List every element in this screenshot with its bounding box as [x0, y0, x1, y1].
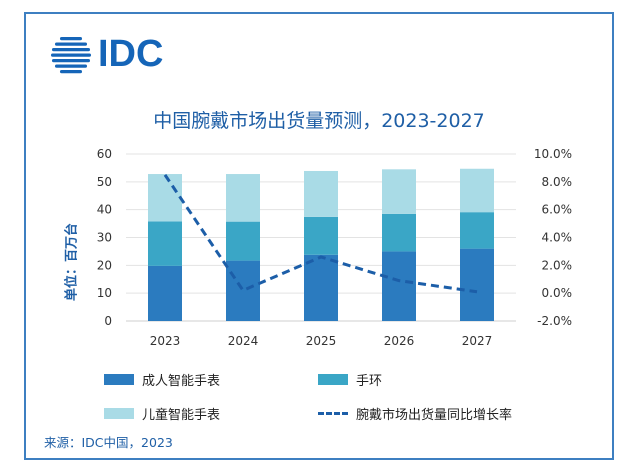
bar-segment [148, 265, 182, 321]
bar-segment [460, 248, 494, 321]
bar-segment [148, 221, 182, 266]
logo-text: IDC [98, 33, 164, 75]
chart-card: IDC 中国腕戴市场出货量预测，2023-2027 单位：百万台 0 10 20 30… [24, 12, 614, 460]
x-tick-label: 2023 [150, 334, 181, 348]
bar-segment [226, 260, 260, 321]
legend-item-adult: 成人智能手表 [104, 370, 220, 389]
y2-tick-label: 10.0% [534, 147, 572, 161]
idc-logo: IDC [50, 34, 163, 74]
y-tick-label: 0 [104, 314, 112, 328]
bar-segment [382, 213, 416, 252]
legend-swatch-kids [104, 408, 134, 419]
source-note: 来源：IDC中国，2023 [44, 435, 173, 450]
legend-item-kids: 儿童智能手表 [104, 404, 220, 423]
chart-plot: 0 10 20 30 40 50 60 -2.0% 0.0% 2.0% 4.0% 6.0% 8.0% 10… [97, 147, 573, 348]
bar-segment [226, 221, 260, 261]
globe-icon [51, 37, 91, 74]
legend-swatch-band [318, 374, 348, 385]
y-tick-label: 20 [97, 258, 112, 272]
x-tick-label: 2026 [384, 334, 415, 348]
y2-tick-label: -2.0% [537, 314, 572, 328]
legend-swatch-adult [104, 374, 134, 385]
y-tick-label: 10 [97, 286, 112, 300]
legend: 成人智能手表 手环 儿童智能手表 腕戴市场出货量同比增长率 [26, 364, 612, 424]
legend-label-kids: 儿童智能手表 [142, 408, 221, 423]
legend-label-adult: 成人智能手表 [142, 374, 221, 389]
x-tick-label: 2025 [306, 334, 337, 348]
y-tick-label: 50 [97, 175, 112, 189]
legend-swatch-growth [318, 412, 348, 415]
legend-label-growth: 腕戴市场出货量同比增长率 [356, 408, 513, 423]
y2-tick-label: 0.0% [542, 286, 573, 300]
y2-tick-label: 4.0% [542, 231, 573, 245]
legend-item-growth: 腕戴市场出货量同比增长率 [318, 404, 512, 423]
y2-tick-label: 8.0% [542, 175, 573, 189]
bar-segment [304, 254, 338, 321]
bar-segment [226, 174, 260, 222]
bar-segment [304, 216, 338, 255]
bar-segment [382, 251, 416, 321]
y-tick-label: 40 [97, 203, 112, 217]
bar-segment [304, 170, 338, 217]
x-tick-label: 2027 [462, 334, 493, 348]
growth-rate-line [163, 174, 478, 294]
chart-title: 中国腕戴市场出货量预测，2023-2027 [153, 110, 485, 132]
legend-label-band: 手环 [356, 374, 383, 389]
bar-segment [382, 169, 416, 214]
y-tick-label: 60 [97, 147, 112, 161]
bar-segment [148, 174, 182, 222]
bar-segment [460, 212, 494, 249]
y2-tick-label: 6.0% [542, 203, 573, 217]
legend-item-band: 手环 [318, 370, 382, 389]
bar-segment [460, 168, 494, 213]
x-tick-label: 2024 [228, 334, 259, 348]
y2-tick-label: 2.0% [542, 258, 573, 272]
y-tick-label: 30 [97, 231, 112, 245]
